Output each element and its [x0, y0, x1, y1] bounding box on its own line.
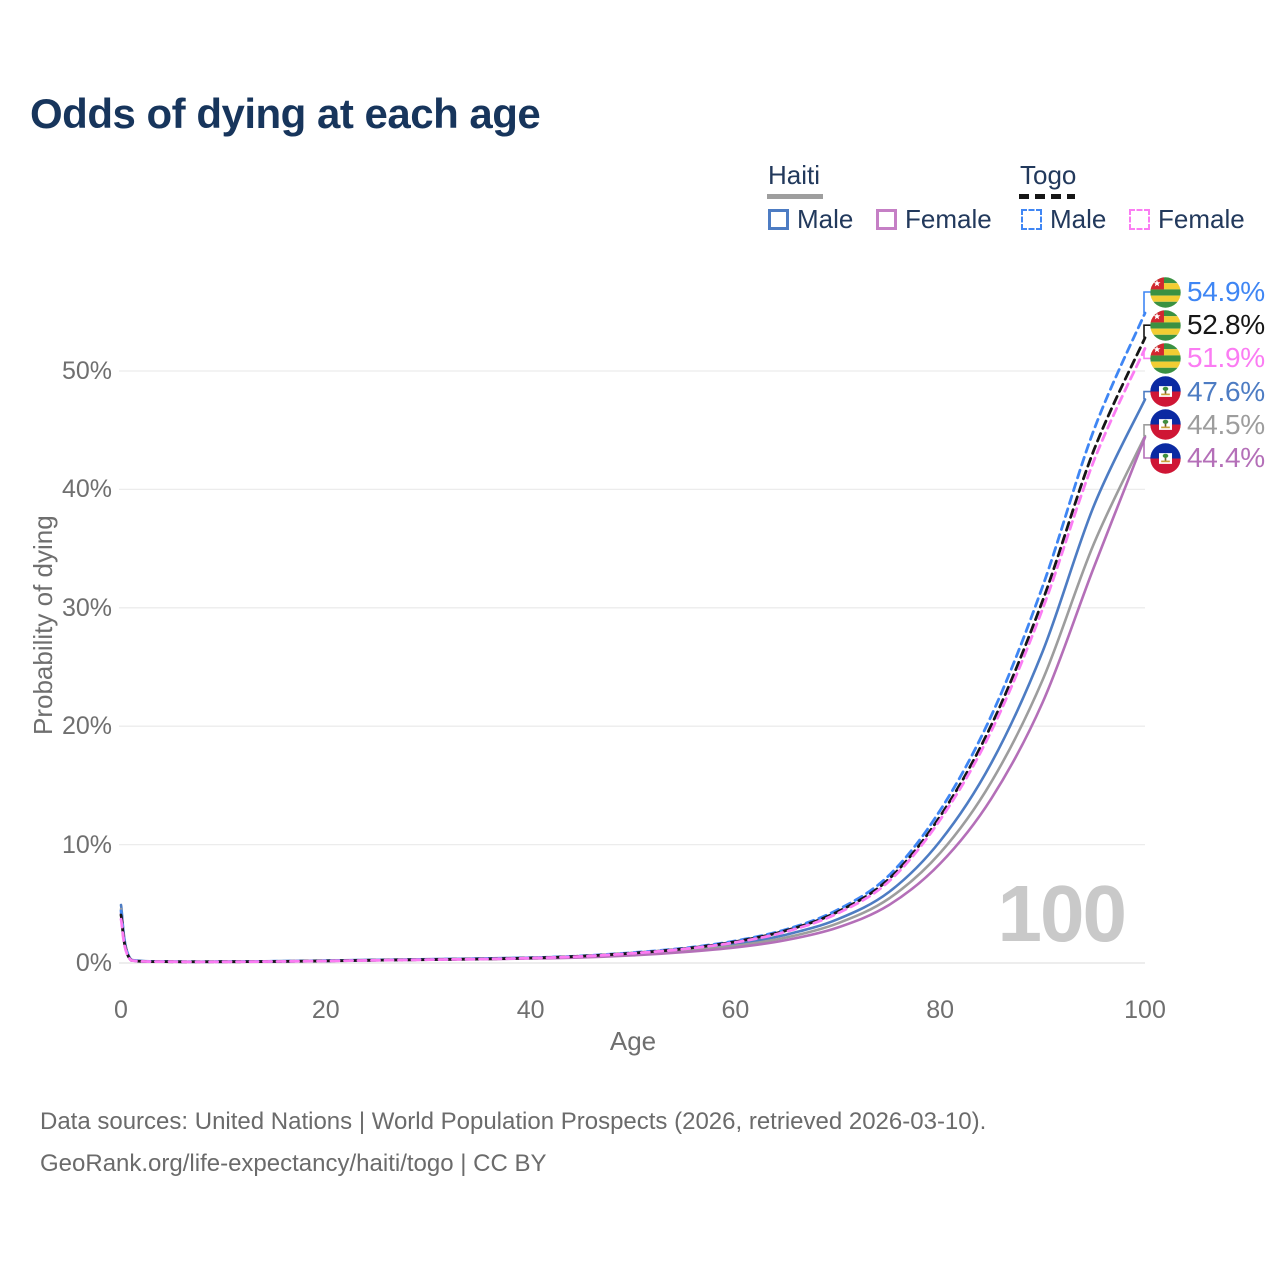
y-tick-label: 50%: [61, 357, 112, 385]
end-label-row-togo-male[interactable]: 54.9%: [1150, 276, 1265, 308]
end-label-value: 47.6%: [1187, 375, 1265, 407]
x-tick-label: 0: [114, 996, 128, 1024]
series-line-togo-female[interactable]: [119, 347, 1147, 964]
end-label-leader-line: [1143, 390, 1151, 400]
haiti-flag-icon: [1150, 409, 1181, 440]
x-axis-title: Age: [609, 1026, 657, 1056]
y-tick-label: 20%: [61, 712, 112, 741]
end-label-leader-line: [1143, 437, 1151, 459]
end-label-leader-line: [1143, 424, 1151, 437]
haiti-male-swatch-icon: [768, 209, 789, 230]
legend-underline-togo: [1019, 194, 1075, 199]
end-label-row-haiti-both[interactable]: 44.5%: [1150, 409, 1265, 441]
legend-item-togo-male[interactable]: Male: [1021, 204, 1106, 235]
end-label-value: 44.4%: [1187, 442, 1265, 473]
end-label-row-haiti-female[interactable]: 44.4%: [1150, 442, 1265, 474]
legend-item-label: Male: [797, 204, 854, 234]
series-line-togo-male[interactable]: [119, 311, 1147, 964]
age-watermark: 100: [997, 869, 1127, 958]
y-tick-label: 0%: [75, 949, 112, 977]
y-axis-title: Probability of dying: [28, 515, 58, 735]
legend-item-haiti-male[interactable]: Male: [768, 204, 853, 235]
legend-group-haiti[interactable]: Haiti: [768, 160, 821, 190]
togo-flag-icon: [1150, 343, 1181, 374]
end-label-value: 52.8%: [1187, 309, 1265, 341]
end-label-row-haiti-male[interactable]: 47.6%: [1150, 376, 1265, 408]
togo-flag-icon: [1150, 309, 1181, 341]
x-tick-label: 60: [721, 996, 750, 1024]
haiti-flag-icon: [1150, 376, 1181, 407]
x-tick-label: 40: [516, 996, 545, 1024]
end-label-leader-line: [1143, 324, 1151, 338]
x-tick-label: 20: [311, 996, 340, 1024]
x-tick-label: 100: [1124, 996, 1166, 1024]
end-label-row-togo-female[interactable]: 51.9%: [1150, 342, 1265, 374]
legend-item-label: Female: [1158, 204, 1245, 234]
legend-item-label: Female: [905, 204, 992, 234]
x-tick-label: 80: [926, 996, 955, 1024]
y-tick-label: 10%: [61, 830, 112, 859]
legend-group-togo[interactable]: Togo: [1020, 160, 1077, 190]
end-label-leader-line: [1143, 291, 1151, 313]
haiti-flag-icon: [1150, 442, 1181, 474]
legend-item-togo-female[interactable]: Female: [1129, 204, 1245, 235]
togo-male-swatch-icon: [1021, 209, 1042, 230]
legend-underline-haiti: [767, 194, 823, 199]
end-label-leader-line: [1143, 348, 1151, 360]
footer-attribution-link: GeoRank.org/life-expectancy/haiti/togo |…: [40, 1150, 547, 1177]
footer-data-sources: Data sources: United Nations | World Pop…: [40, 1108, 987, 1135]
legend-item-label: Male: [1050, 204, 1107, 234]
y-tick-label: 30%: [61, 593, 112, 622]
haiti-female-swatch-icon: [876, 209, 897, 230]
chart-title: Odds of dying at each age: [30, 90, 541, 137]
y-tick-label: 40%: [61, 475, 112, 504]
end-label-row-togo-both[interactable]: 52.8%: [1150, 309, 1265, 341]
end-label-value: 54.9%: [1187, 276, 1265, 307]
end-label-value: 51.9%: [1187, 342, 1265, 374]
end-label-value: 44.5%: [1187, 408, 1265, 440]
legend-item-haiti-female[interactable]: Female: [876, 204, 992, 235]
togo-flag-icon: [1150, 276, 1181, 308]
togo-female-swatch-icon: [1129, 209, 1150, 230]
